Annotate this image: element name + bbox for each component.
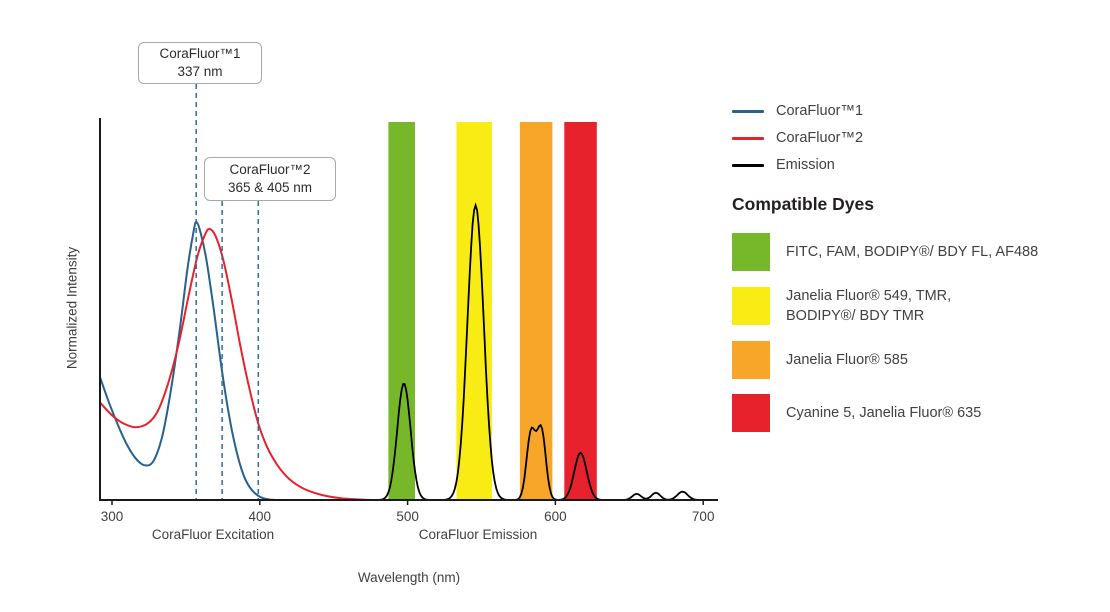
corafluor1-line-swatch (732, 109, 764, 113)
yellow-filter-band (456, 122, 492, 500)
curve-excitation-corafluor1 (99, 220, 278, 501)
legend-item-corafluor1: CoraFluor™1 (732, 103, 1110, 119)
legend-label-corafluor2: CoraFluor™2 (776, 130, 864, 146)
emission-axis-caption: CoraFluor Emission (418, 527, 538, 542)
callout-corafluor1-excitation: CoraFluor™1 337 nm (138, 42, 262, 84)
x-axis-label: Wavelength (nm) (357, 570, 461, 585)
dye-label-red: Cyanine 5, Janelia Fluor® 635 (786, 405, 982, 421)
legend-panel: CoraFluor™1 CoraFluor™2 Emission Compati… (732, 103, 1110, 447)
emission-line-swatch (732, 163, 764, 167)
dye-row-red: Cyanine 5, Janelia Fluor® 635 (732, 394, 1110, 432)
y-axis-label: Normalized Intensity (64, 246, 80, 370)
x-tick-label: 700 (692, 509, 715, 524)
x-tick-label: 500 (396, 509, 419, 524)
excitation-axis-caption: CoraFluor Excitation (151, 527, 275, 542)
dye-label-orange: Janelia Fluor® 585 (786, 352, 908, 368)
callout-corafluor1-wavelength: 337 nm (177, 64, 223, 79)
dye-label-yellow-line2: BODIPY®/ BDY TMR (786, 308, 925, 324)
callout-corafluor2-excitation: CoraFluor™2 365 & 405 nm (204, 157, 336, 201)
legend-label-emission: Emission (776, 157, 835, 173)
x-tick-label: 400 (249, 509, 272, 524)
compatible-dyes-heading: Compatible Dyes (732, 194, 874, 214)
spectra-chart: 300 400 500 600 700 (99, 84, 718, 524)
callout-corafluor2-wavelength: 365 & 405 nm (227, 180, 313, 195)
legend-item-corafluor2: CoraFluor™2 (732, 130, 1110, 146)
callout-corafluor2-title: CoraFluor™2 (229, 162, 311, 177)
callout-corafluor1-title: CoraFluor™1 (159, 46, 241, 61)
x-tick-label: 600 (544, 509, 567, 524)
dye-row-yellow: Janelia Fluor® 549, TMR, BODIPY®/ BDY TM… (732, 286, 1110, 326)
red-filter-swatch (732, 394, 770, 432)
green-filter-swatch (732, 233, 770, 271)
dye-label-green: FITC, FAM, BODIPY®/ BDY FL, AF488 (786, 244, 1039, 260)
curve-excitation-corafluor2 (99, 227, 386, 501)
chart-axes (99, 118, 718, 501)
legend-label-corafluor1: CoraFluor™1 (776, 103, 864, 119)
dye-label-yellow: Janelia Fluor® 549, TMR, (786, 288, 952, 304)
legend-item-emission: Emission (732, 157, 1110, 173)
orange-filter-band (519, 122, 553, 500)
red-filter-band (564, 122, 597, 500)
x-tick-label: 300 (101, 509, 124, 524)
yellow-filter-swatch (732, 287, 770, 325)
dye-row-orange: Janelia Fluor® 585 (732, 341, 1110, 379)
corafluor2-line-swatch (732, 136, 764, 140)
dye-row-green: FITC, FAM, BODIPY®/ BDY FL, AF488 (732, 233, 1110, 271)
orange-filter-swatch (732, 341, 770, 379)
